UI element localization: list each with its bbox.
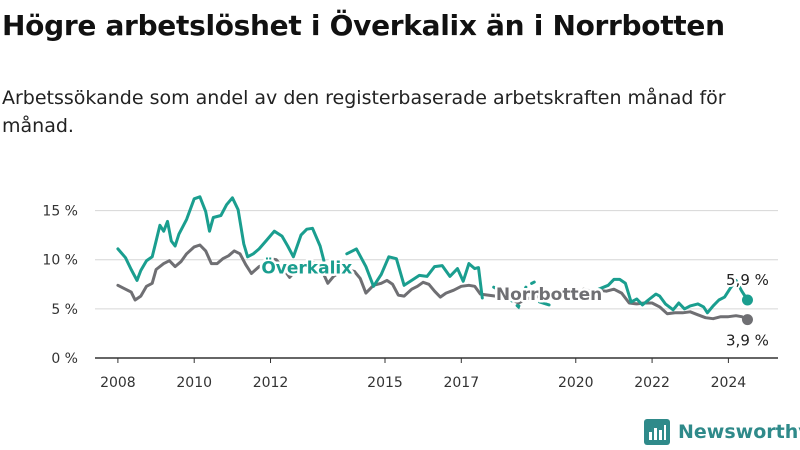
- series-line--verkalix: [116, 195, 749, 315]
- x-tick-label: 2015: [367, 375, 403, 391]
- end-point-norrbotten: [741, 314, 753, 326]
- x-tick-label: 2017: [443, 375, 479, 391]
- y-tick-label: 0 %: [51, 351, 78, 367]
- end-label-halo-norrbotten: 3,9 %: [726, 332, 769, 350]
- end-label-norrbotten: 3,9 %: [726, 332, 769, 350]
- brand-name: Newsworthy: [678, 421, 800, 443]
- end-point--verkalix: [741, 294, 753, 306]
- x-tick-label: 2022: [634, 375, 670, 391]
- brand-logo: Newsworthy: [644, 418, 800, 446]
- end-label--verkalix: 5,9 %: [726, 271, 769, 289]
- x-tick-label: 2020: [558, 375, 594, 391]
- x-tick-label: 2024: [711, 375, 747, 391]
- chart-title: Högre arbetslöshet i Överkalix än i Norr…: [2, 9, 725, 42]
- end-label-halo--verkalix: 5,9 %: [726, 271, 769, 289]
- series-label-halo--verkalix: Överkalix: [261, 257, 352, 279]
- x-tick-label: 2008: [100, 375, 136, 391]
- series-label-norrbotten: Norrbotten: [496, 285, 602, 305]
- x-tick-label: 2012: [253, 375, 289, 391]
- bar-chart-logo-icon: [644, 419, 670, 445]
- series-label--verkalix: Överkalix: [261, 257, 352, 279]
- x-tick-label: 2010: [176, 375, 212, 391]
- y-tick-label: 5 %: [51, 302, 78, 318]
- chart-subtitle: Arbetssökande som andel av den registerb…: [2, 87, 726, 137]
- series-label-halo-norrbotten: Norrbotten: [496, 285, 602, 305]
- y-tick-label: 15 %: [42, 204, 78, 220]
- y-tick-label: 10 %: [42, 253, 78, 269]
